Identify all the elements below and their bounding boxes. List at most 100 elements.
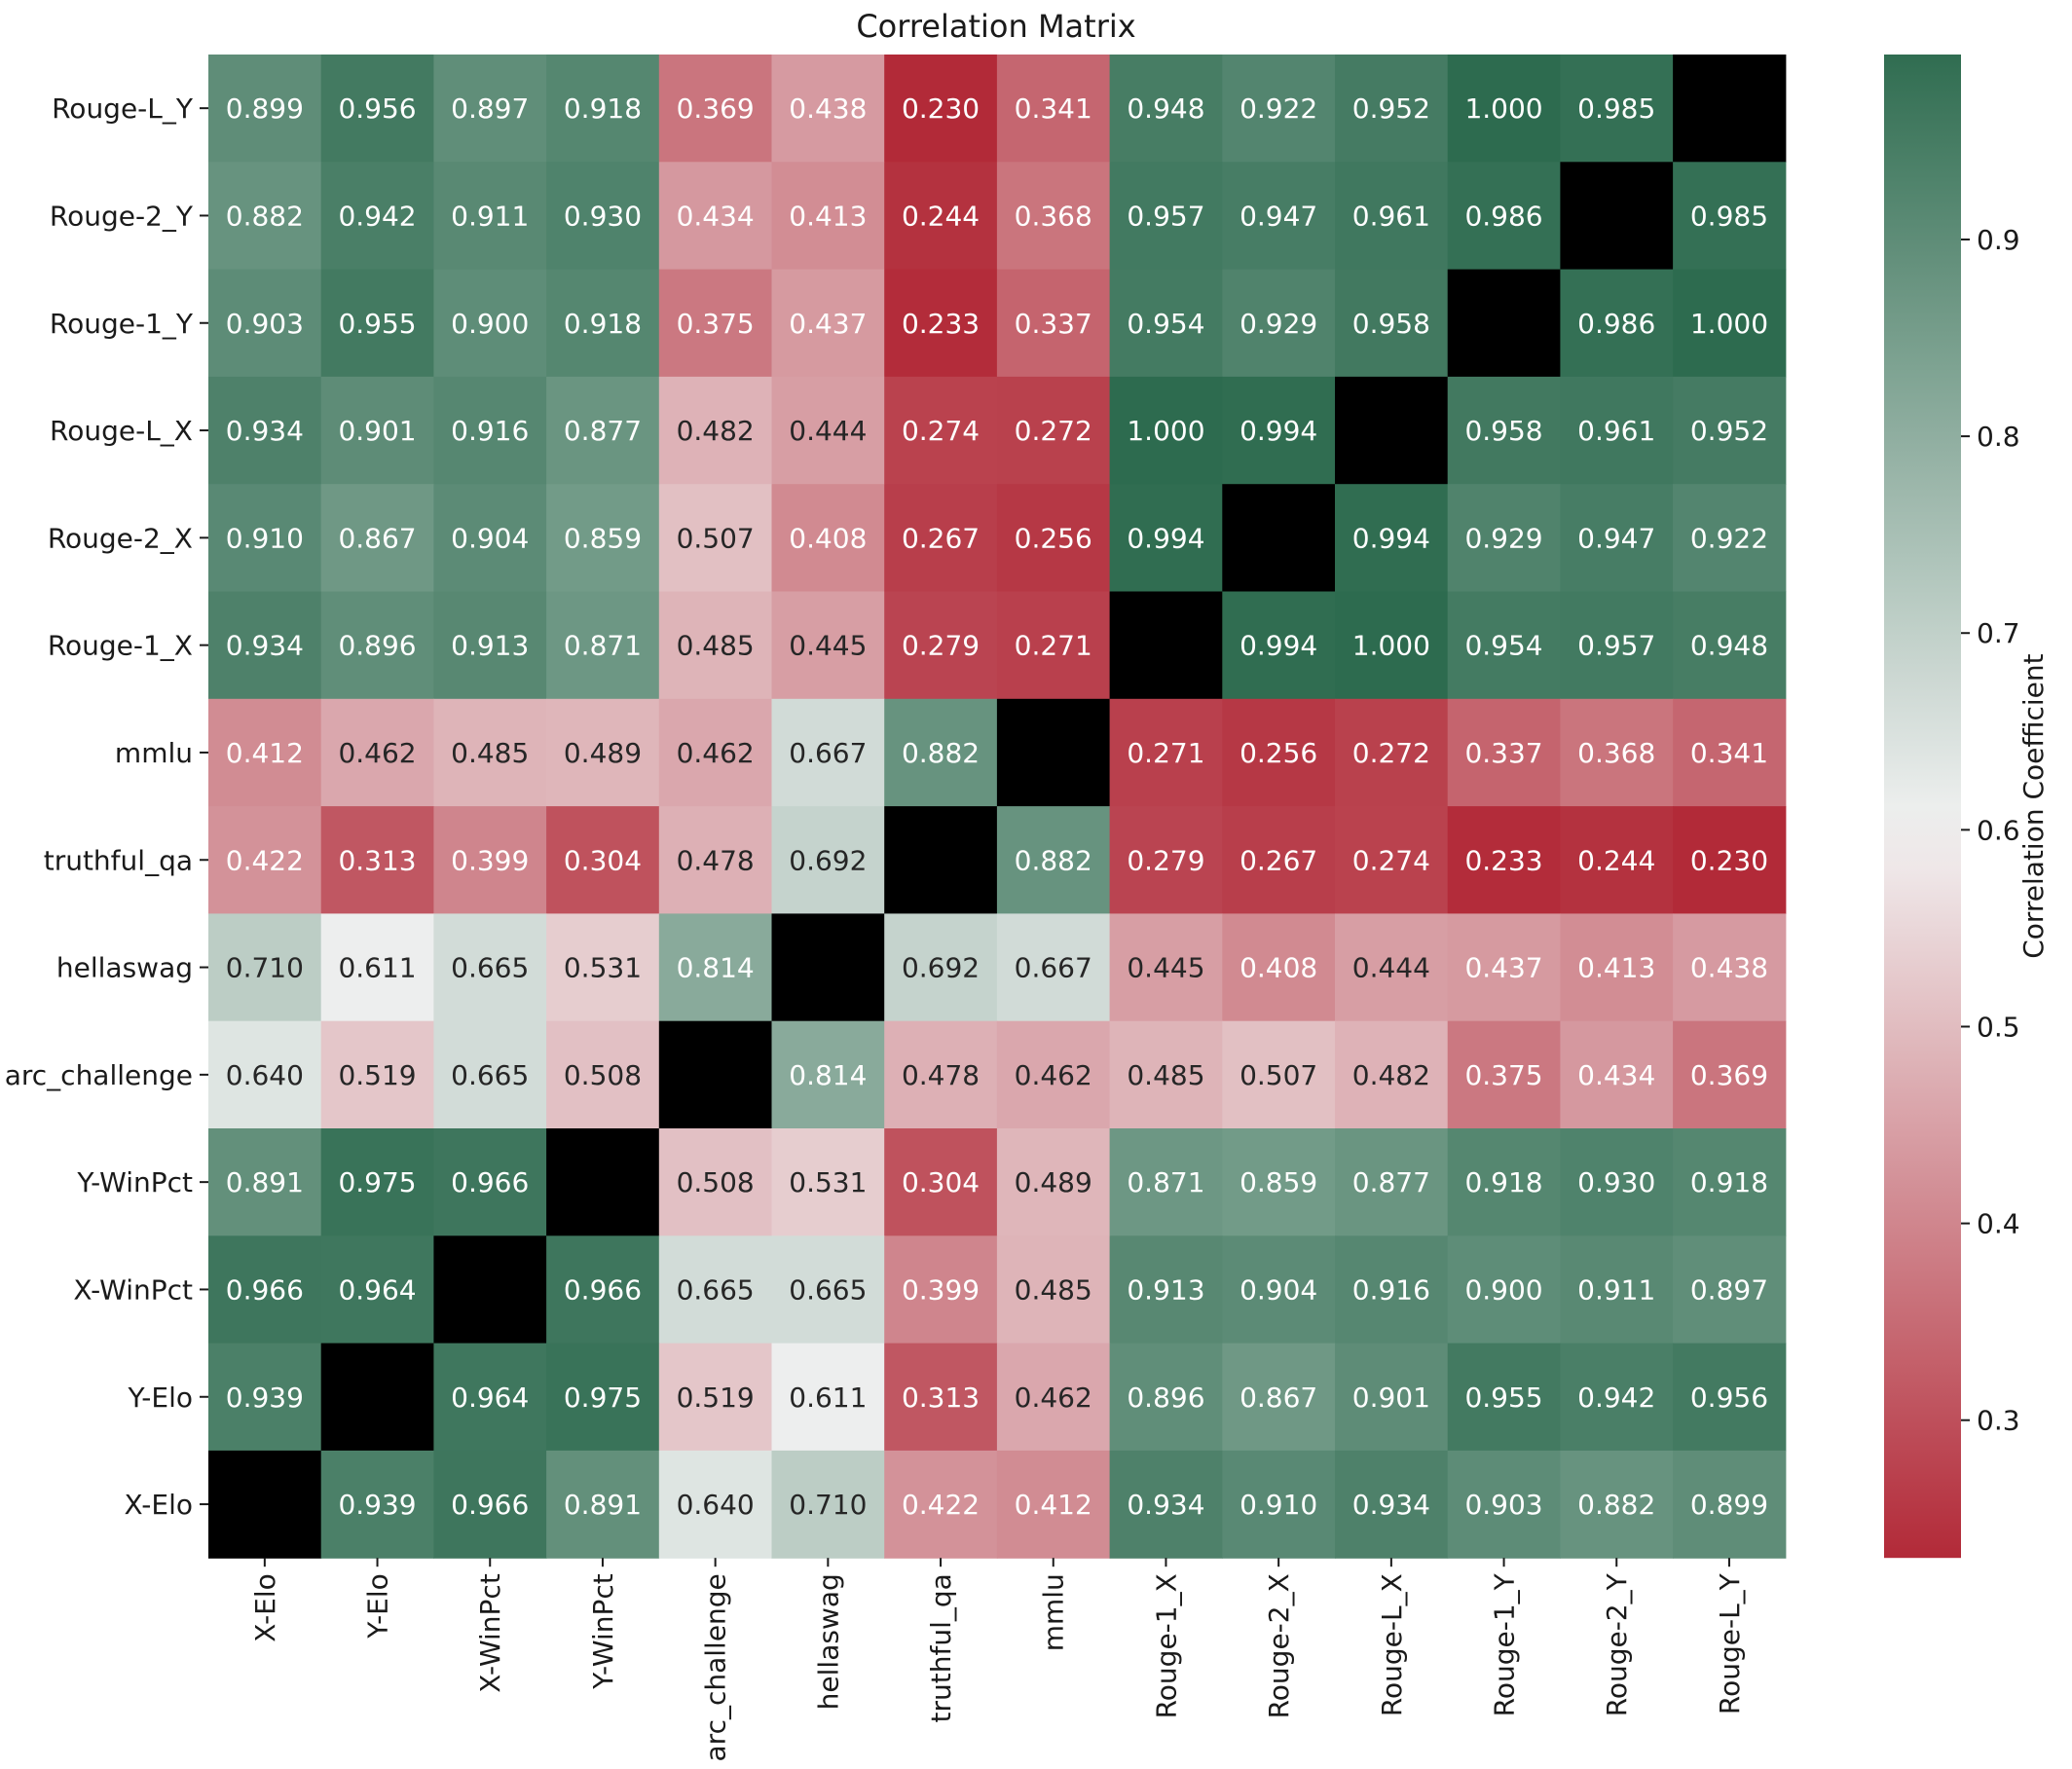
cell-value-label: 0.964: [451, 1382, 529, 1414]
cell-value-label: 0.994: [1127, 522, 1204, 554]
heatmap-cell: [433, 1450, 547, 1559]
cell-value-label: 0.948: [1127, 92, 1204, 125]
cell-value-label: 0.903: [226, 308, 304, 340]
cell-value-label: 0.900: [1464, 1273, 1542, 1306]
heatmap-cell: [1109, 806, 1223, 914]
cell-value-label: 0.485: [677, 630, 755, 662]
column-tick-labels: X-Elo Y-Elo X-WinPct Y-WinPct arc_challenge h…: [249, 1558, 1746, 1761]
heatmap-cell: [208, 591, 322, 700]
heatmap-cell: [320, 484, 434, 593]
cell-value-label: 0.313: [902, 1382, 980, 1414]
cell-value-label: 0.640: [226, 1059, 304, 1091]
cell-value-label: 0.961: [1577, 415, 1655, 447]
heatmap-cell: [1222, 806, 1336, 914]
cell-value-label: 0.482: [1352, 1059, 1430, 1091]
heatmap-cell: [658, 591, 773, 700]
row-label: Rouge-2_X: [48, 522, 193, 554]
cell-value-label: 0.230: [902, 92, 980, 125]
colorbar-tick-label: 0.6: [1977, 814, 2020, 846]
column-label: hellaswag: [812, 1573, 844, 1710]
cell-value-label: 0.445: [1127, 952, 1204, 984]
cell-value-label: 0.867: [338, 522, 416, 554]
cell-value-label: 0.882: [902, 737, 980, 769]
cell-value-label: 0.462: [1015, 1059, 1092, 1091]
heatmap-cell: [546, 1450, 660, 1559]
cell-value-label: 0.918: [1690, 1166, 1768, 1198]
cell-value-label: 0.271: [1127, 737, 1204, 769]
row-label: Y-WinPct: [76, 1166, 193, 1198]
cell-value-label: 0.994: [1352, 522, 1430, 554]
heatmap-cell: [1222, 162, 1336, 271]
cell-value-label: 0.519: [677, 1382, 755, 1414]
cell-value-label: 0.434: [1577, 1059, 1655, 1091]
heatmap-cell-masked: [658, 1020, 773, 1129]
colorbar-label: Correlation Coefficient: [2017, 653, 2050, 958]
heatmap-cell: [1673, 269, 1787, 378]
colorbar: 0.3 0.4 0.5 0.6 0.7 0.8 0.9: [1884, 55, 2020, 1559]
row-label: Rouge-1_X: [48, 630, 193, 662]
column-label: Y-WinPct: [587, 1573, 619, 1690]
cell-value-label: 0.947: [1577, 522, 1655, 554]
cell-value-label: 0.904: [451, 522, 529, 554]
heatmap-cell: [884, 1343, 998, 1452]
row-label: X-Elo: [125, 1489, 194, 1521]
cell-value-label: 1.000: [1352, 630, 1430, 662]
heatmap-cell: [208, 484, 322, 593]
heatmap-cell: [771, 1235, 885, 1345]
cell-value-label: 0.274: [1352, 844, 1430, 876]
cell-value-label: 0.445: [789, 630, 867, 662]
cell-value-label: 0.929: [1240, 308, 1317, 340]
cell-value-label: 0.279: [902, 630, 980, 662]
heatmap-cell-masked: [546, 1128, 660, 1236]
cell-value-label: 0.462: [338, 737, 416, 769]
cell-value-label: 0.413: [789, 200, 867, 232]
heatmap-cell: [1447, 376, 1561, 485]
heatmap-cell: [320, 1450, 434, 1559]
heatmap-cell: [1560, 1128, 1674, 1236]
cell-value-label: 0.859: [1240, 1166, 1317, 1198]
row-label: X-WinPct: [73, 1273, 193, 1306]
cell-value-label: 0.667: [789, 737, 867, 769]
heatmap-cell: [884, 591, 998, 700]
cell-value-label: 0.877: [1352, 1166, 1430, 1198]
heatmap-cell: [658, 1235, 773, 1345]
heatmap-cell-masked: [1109, 591, 1223, 700]
heatmap-cell: [996, 806, 1111, 914]
heatmap-cell-masked: [1222, 484, 1336, 593]
heatmap-cell: [1109, 1128, 1223, 1236]
cell-value-label: 0.508: [677, 1166, 755, 1198]
heatmap-cell: [658, 269, 773, 378]
cell-value-label: 0.267: [902, 522, 980, 554]
cell-value-label: 0.929: [1464, 522, 1542, 554]
cell-value-label: 0.966: [451, 1489, 529, 1521]
cell-value-label: 0.408: [1240, 952, 1317, 984]
cell-value-label: 0.489: [564, 737, 642, 769]
heatmap-cell: [208, 376, 322, 485]
heatmap-cell: [1560, 1450, 1674, 1559]
cell-value-label: 0.665: [677, 1273, 755, 1306]
heatmap-cell: [996, 1128, 1111, 1236]
cell-value-label: 0.438: [1690, 952, 1768, 984]
heatmap-cell: [658, 376, 773, 485]
cell-value-label: 0.939: [226, 1382, 304, 1414]
heatmap-cell: [1109, 913, 1223, 1022]
heatmap-cell: [884, 913, 998, 1022]
cell-value-label: 0.482: [677, 415, 755, 447]
heatmap-cell: [1673, 484, 1787, 593]
heatmap-cell: [1335, 1020, 1449, 1129]
cell-value-label: 0.462: [677, 737, 755, 769]
chart-title: Correlation Matrix: [856, 8, 1135, 45]
colorbar-tick-label: 0.5: [1977, 1011, 2020, 1043]
row-label: Rouge-L_X: [50, 415, 193, 447]
heatmap-cell: [884, 1235, 998, 1345]
heatmap-cell: [658, 1128, 773, 1236]
heatmap-cell-masked: [208, 1450, 322, 1559]
heatmap-cell: [884, 1020, 998, 1129]
cell-value-label: 0.485: [1127, 1059, 1204, 1091]
heatmap-cell: [433, 698, 547, 807]
cell-value-label: 0.519: [338, 1059, 416, 1091]
heatmap-cell: [996, 913, 1111, 1022]
cell-value-label: 0.913: [451, 630, 529, 662]
heatmap-cell: [1447, 55, 1561, 163]
heatmap-cell: [320, 806, 434, 914]
